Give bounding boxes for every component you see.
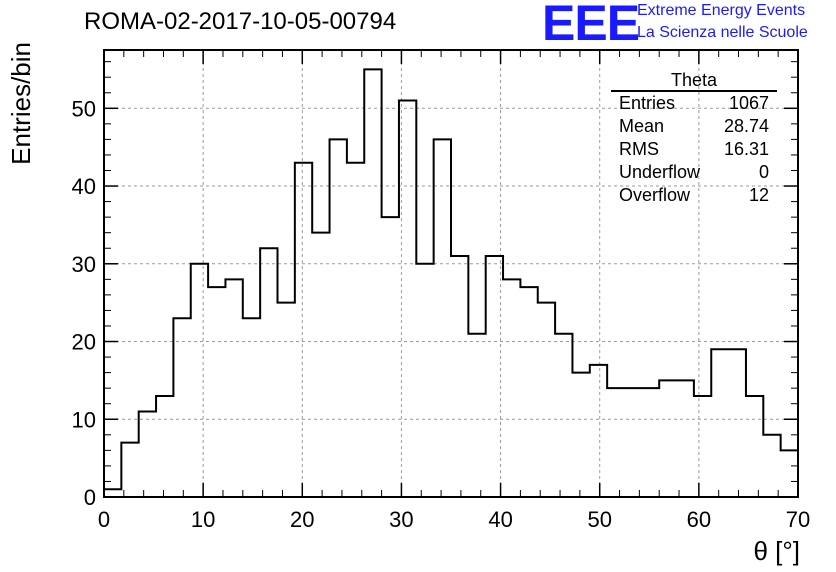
stat-value: 1067 [728,93,769,113]
x-axis-label: θ [°] [753,536,800,566]
y-tick-label: 40 [72,174,96,199]
stat-label: RMS [619,139,659,159]
logo-line-1: Extreme Energy Events [637,2,806,19]
x-tick-label: 0 [98,507,110,532]
stat-value: 12 [748,185,769,205]
x-tick-label: 20 [290,507,314,532]
y-tick-label: 0 [84,485,96,510]
x-tick-label: 50 [587,507,611,532]
histogram-outline [103,68,799,497]
stat-value: 0 [758,162,769,182]
grid-lines [104,50,798,497]
stats-box: Theta Entries 1067 Mean 28.74 RMS 16.31 … [611,70,777,207]
chart-title: ROMA-02-2017-10-05-00794 [84,8,397,35]
stat-row-overflow: Overflow 12 [611,184,777,207]
y-tick-label: 50 [72,96,96,121]
y-tick-label: 10 [72,407,96,432]
x-tick-label: 10 [191,507,215,532]
y-axis-label: Entries/bin [6,42,36,165]
stats-title: Theta [611,70,777,92]
stat-row-entries: Entries 1067 [611,92,777,115]
stat-row-mean: Mean 28.74 [611,115,777,138]
x-tick-label: 60 [687,507,711,532]
stat-label: Entries [619,93,676,113]
stat-label: Overflow [619,185,691,205]
eee-logo: EEE [542,0,640,51]
stat-value: 28.74 [723,116,769,136]
logo-line-2: La Scienza nelle Scuole [637,24,808,41]
x-tick-label: 40 [488,507,512,532]
y-tick-label: 20 [72,330,96,355]
axis-ticks [103,50,799,498]
stat-row-underflow: Underflow 0 [611,161,777,184]
x-tick-label: 30 [389,507,413,532]
y-tick-label: 30 [72,252,96,277]
stat-row-rms: RMS 16.31 [611,138,777,161]
axis-tick-labels: 0 10 20 30 40 50 60 70 0 10 20 30 40 50 [72,96,811,532]
x-tick-label: 70 [786,507,810,532]
plot-frame [103,49,799,498]
stat-value: 16.31 [723,139,769,159]
stat-label: Mean [619,116,665,136]
stat-label: Underflow [619,162,701,182]
